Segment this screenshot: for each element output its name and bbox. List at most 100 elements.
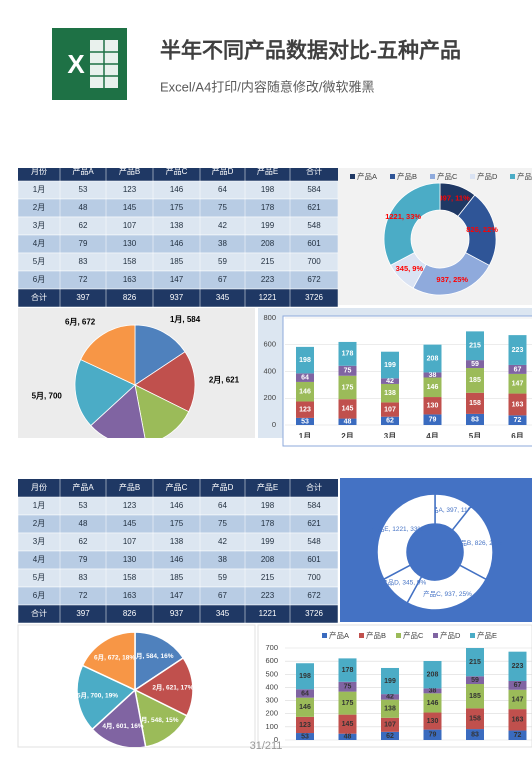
data-label: 198 [299,357,311,364]
excel-icon-grid [90,40,118,88]
table-cell: 147 [170,275,184,284]
table-cell: 75 [218,203,227,212]
data-label: 158 [469,400,481,407]
bar-segment [466,729,484,740]
data-label: 75 [344,368,352,375]
legend-swatch [470,174,475,179]
table-cell: 937 [170,609,184,618]
table-cell: 48 [79,519,88,528]
table-cell: 64 [218,185,227,194]
bar-segment [508,730,527,740]
wedge [133,688,188,747]
wedge [80,324,136,386]
bar-segment [466,331,484,361]
y-tick-label: 400 [263,366,276,375]
table-header-bg [18,479,338,497]
table-cell: 548 [307,537,321,546]
data-label: 75 [344,684,352,691]
bar-segment [338,681,357,692]
table-header-cell: 产品A [72,166,94,176]
legend-label: 产品C [403,630,424,640]
y-tick-label: 800 [263,313,276,322]
y-tick-label: 0 [274,735,278,744]
y-tick-label: 300 [265,696,278,705]
table-cell: 3726 [305,609,323,618]
bar-segment [466,368,484,393]
table-cell: 700 [307,573,321,582]
bar-segment [338,733,357,740]
table-cell: 826 [123,609,137,618]
legend-swatch [359,633,364,638]
data-label: 3月, 548, 15% [137,716,178,724]
x-tick-label: 5月 [469,747,481,756]
excel-icon-letter: X [67,49,85,79]
table-cell: 397 [76,609,90,618]
bar-segment [381,694,399,700]
wedge [134,351,196,413]
bar-segment [423,729,442,740]
table-header-cell: 产品A [72,482,94,492]
data-label: 937, 25% [436,275,468,284]
table-cell: 138 [170,537,184,546]
x-tick-label: 1月 [299,747,311,756]
data-label: 53 [301,733,309,740]
table-cell: 62 [79,537,88,546]
data-label: 107 [384,406,396,413]
bar-segment [508,373,527,394]
y-tick-label: 200 [263,393,276,402]
table-cell: 178 [261,203,275,212]
bar-segment [381,351,399,379]
data-label: 345, 9% [396,264,424,273]
table-cell: 147 [170,591,184,600]
data-label: 198 [299,673,311,680]
y-tick-label: 600 [263,340,276,349]
data-label: 147 [512,381,524,388]
y-tick-label: 700 [265,643,278,652]
chart: 产品A, 397, 11% 产品B, 826, 22% 产品C, 937, 25% 产… [371,493,503,611]
table-header-cell: 月份 [31,482,47,492]
data-label: 53 [301,418,309,425]
table-cell: 345 [216,293,230,302]
bar-segment [508,651,527,681]
bar-segment [296,663,314,690]
data-label: 123 [299,407,311,414]
table-cell: 5月 [33,573,45,582]
data-label: 215 [469,343,481,350]
table-cell: 2月 [33,519,45,528]
bar-segment [466,708,484,730]
data-label: 223 [512,347,524,354]
bar-segment [466,676,484,685]
legend-swatch [396,633,401,638]
bar-segment [296,716,314,734]
data-label: 42 [386,694,394,701]
table-header-cell: 产品B [119,166,140,176]
data-label: 107 [384,722,396,729]
table-cell: 700 [307,257,321,266]
table-cell: 42 [218,221,227,230]
table-header-cell: 合计 [306,482,322,492]
table-cell: 53 [79,501,88,510]
data-label: 215 [469,659,481,666]
table-cell: 145 [123,203,137,212]
data-label: 64 [301,374,309,381]
legend-swatch [430,174,435,179]
plot-area [282,315,532,447]
wedge [134,324,186,386]
legend-swatch [322,633,327,638]
x-tick-label: 3月 [384,747,396,756]
table-cell: 158 [123,573,137,582]
table-cell: 672 [307,275,321,284]
y-tick-label: 0 [272,420,276,429]
table-cell: 64 [218,501,227,510]
bar-segment [466,684,484,709]
bar-segment [338,691,357,715]
data-label: 72 [514,732,522,739]
table-cell: 826 [123,293,137,302]
data-label: 38 [429,372,437,379]
data-label: 6月, 672, 18% [94,654,135,662]
table-cell: 185 [170,257,184,266]
data-label: 67 [514,682,522,689]
data-label: 146 [427,384,439,391]
data-label: 163 [512,717,524,724]
